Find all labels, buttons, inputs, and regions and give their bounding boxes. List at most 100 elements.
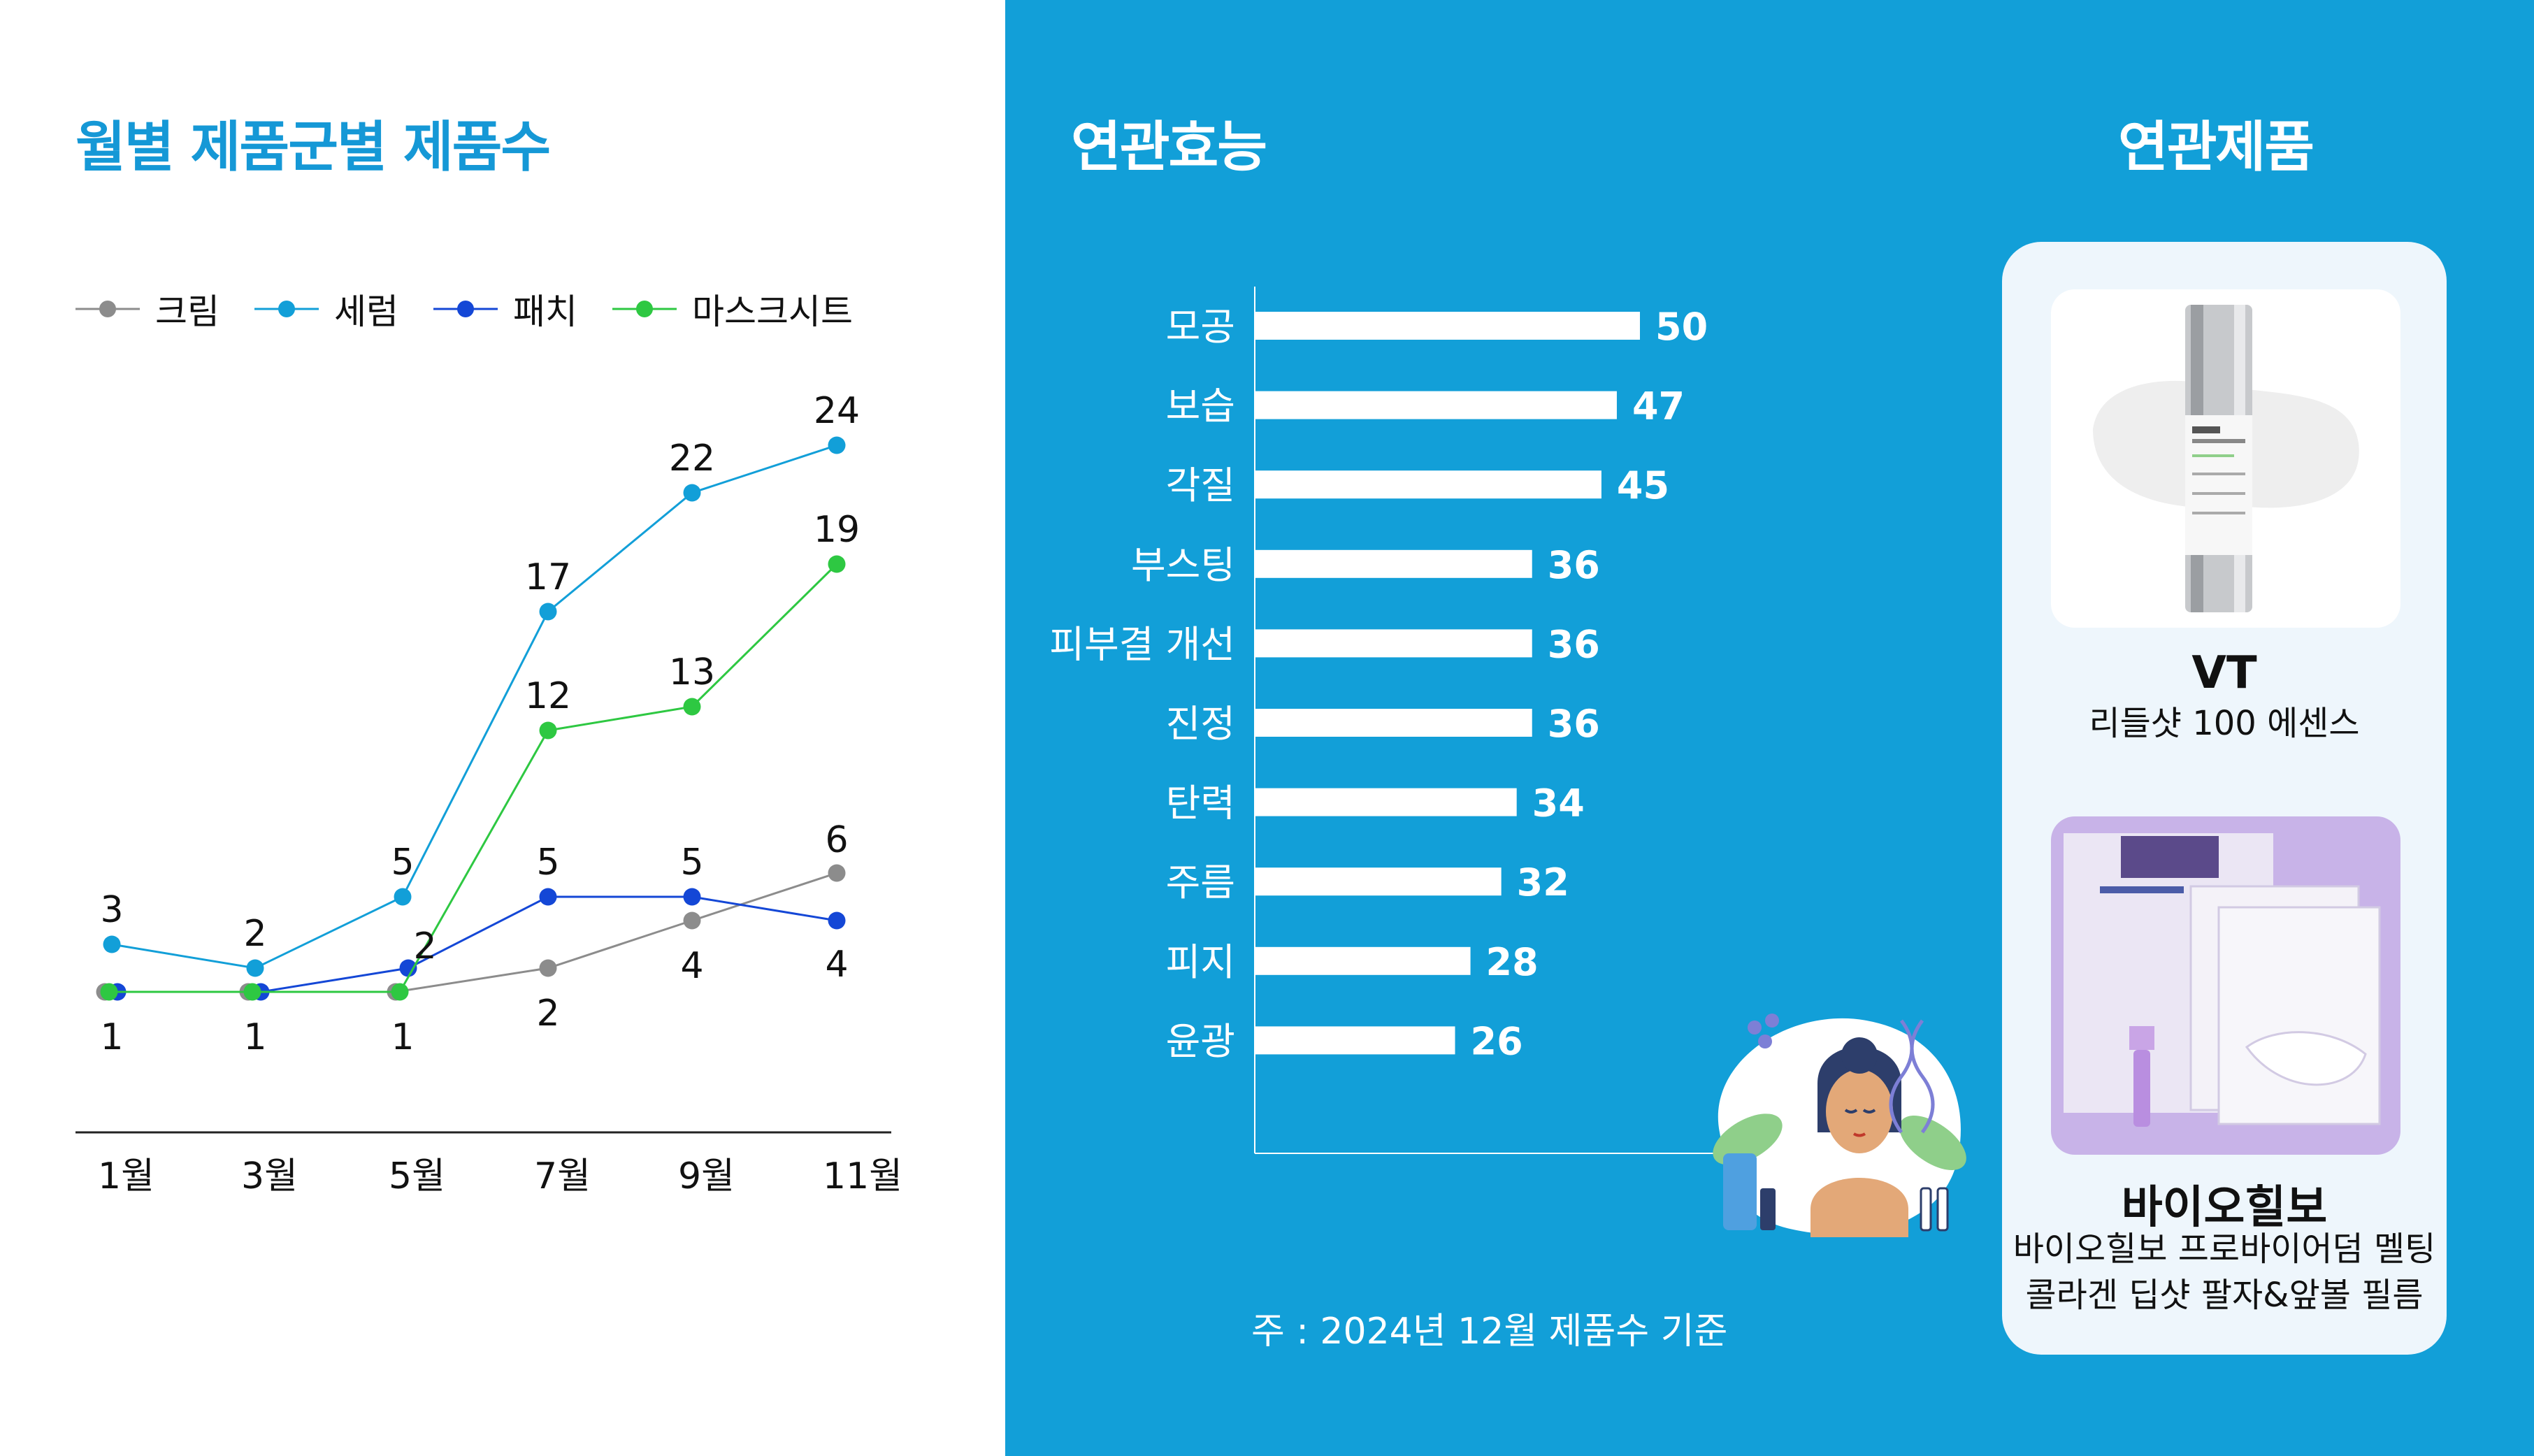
- effect-category-label: 보습: [1166, 384, 1235, 428]
- effect-category-label: 주름: [1166, 860, 1235, 904]
- data-label: 17: [525, 556, 571, 598]
- data-label: 3: [100, 889, 123, 931]
- data-label: 4: [680, 945, 703, 987]
- serum-bottle-image: [2051, 289, 2400, 628]
- data-label: 1: [100, 1016, 123, 1058]
- product-1-name: 리들샷 100 에센스: [2089, 704, 2360, 743]
- data-point: [683, 698, 701, 716]
- line-chart-title: 월별 제품군별 제품수: [75, 116, 551, 179]
- effect-value-label: 45: [1617, 463, 1669, 507]
- data-point: [246, 959, 264, 977]
- effect-category-label: 모공: [1166, 305, 1235, 349]
- effect-value-label: 36: [1548, 702, 1600, 746]
- effect-bar: [1255, 391, 1617, 419]
- series-line: [109, 563, 838, 993]
- data-point: [683, 484, 701, 502]
- legend-label: 크림: [155, 291, 219, 332]
- data-label: 19: [814, 509, 860, 551]
- x-tick-label: 7월: [534, 1155, 591, 1197]
- effect-category-label: 부스팅: [1131, 543, 1235, 587]
- effect-category-label: 탄력: [1166, 781, 1235, 826]
- related-products-card: VT 리들샷 100 에센스 바이오힐보 바이오힐보 프로바이어덤 멜팅 콜라겐…: [2002, 242, 2447, 1355]
- product-2-brand: 바이오힐보: [2121, 1182, 2328, 1234]
- data-label: 1: [391, 1016, 414, 1058]
- effect-value-label: 47: [1632, 384, 1685, 428]
- effects-title: 연관효능: [1071, 116, 1267, 179]
- data-point: [539, 603, 557, 621]
- effect-bar: [1255, 312, 1640, 340]
- skincare-woman-illustration: [1713, 1014, 1966, 1237]
- x-tick-label: 3월: [241, 1155, 298, 1197]
- line-chart-legend: 크림 세럼 패치 마스크시트: [75, 288, 888, 332]
- x-tick-label: 1월: [98, 1155, 154, 1197]
- data-label: 5: [536, 842, 559, 884]
- x-tick-label: 5월: [389, 1155, 445, 1197]
- legend-label: 마스크시트: [692, 291, 853, 332]
- effect-bar: [1255, 470, 1601, 499]
- product-2-name-line2: 콜라겐 딥샷 팔자&앞볼 필름: [2025, 1276, 2424, 1315]
- effect-category-label: 윤광: [1166, 1019, 1235, 1063]
- data-point: [539, 888, 557, 906]
- left-panel: 월별 제품군별 제품수 크림 세럼 패치 마스크시트 1월 3월 5월 7월 9월 11월 3 1 2…: [0, 0, 1005, 1456]
- x-tick-label: 11월: [823, 1155, 902, 1197]
- effect-value-label: 36: [1548, 543, 1600, 587]
- effect-bar: [1255, 946, 1471, 975]
- legend-swatch: [254, 301, 319, 317]
- data-label: 5: [680, 842, 703, 884]
- data-point: [828, 864, 846, 882]
- data-point: [828, 911, 846, 930]
- data-label: 12: [525, 675, 571, 717]
- data-label: 1: [243, 1016, 266, 1058]
- products-title: 연관제품: [2118, 116, 2315, 179]
- effect-value-label: 26: [1471, 1019, 1523, 1063]
- data-point: [100, 983, 118, 1001]
- data-label: 2: [243, 913, 266, 955]
- effect-value-label: 32: [1517, 860, 1569, 904]
- x-tick-label: 9월: [678, 1155, 735, 1197]
- product-2-name-line1: 바이오힐보 프로바이어덤 멜팅: [2013, 1230, 2436, 1269]
- data-point: [828, 436, 846, 454]
- data-label: 22: [669, 438, 715, 480]
- legend-item-0: 크림: [75, 284, 219, 334]
- effect-bar: [1255, 629, 1532, 658]
- effect-bar: [1255, 867, 1502, 896]
- data-label: 6: [825, 819, 848, 861]
- data-label: 13: [669, 651, 715, 693]
- data-point: [243, 983, 261, 1001]
- series-line: [111, 444, 837, 970]
- mask-pack-image: [2051, 816, 2400, 1155]
- effect-value-label: 34: [1532, 781, 1585, 826]
- effect-category-label: 피지: [1166, 940, 1235, 984]
- legend-item-2: 패치: [433, 284, 577, 334]
- data-label: 2: [536, 993, 559, 1035]
- legend-swatch: [75, 301, 140, 317]
- legend-swatch: [433, 301, 498, 317]
- data-label: 24: [814, 390, 860, 432]
- legend-swatch: [612, 301, 677, 317]
- footnote: 주 : 2024년 12월 제품수 기준: [1251, 1311, 1728, 1353]
- effect-bar: [1255, 549, 1532, 578]
- effect-bar: [1255, 1026, 1455, 1055]
- data-point: [103, 935, 121, 953]
- product-1-brand: VT: [2191, 647, 2257, 699]
- effect-category-label: 진정: [1166, 702, 1235, 746]
- data-point: [828, 555, 846, 573]
- effect-value-label: 36: [1548, 622, 1600, 666]
- data-point: [539, 959, 557, 977]
- data-point: [539, 721, 557, 740]
- data-point: [399, 959, 417, 977]
- effect-bar: [1255, 788, 1517, 816]
- data-label: 4: [825, 944, 848, 986]
- effect-bar: [1255, 709, 1532, 737]
- effect-category-label: 피부결 개선: [1049, 622, 1235, 666]
- effect-value-label: 50: [1655, 305, 1708, 349]
- data-point: [391, 983, 409, 1001]
- data-point: [683, 888, 701, 906]
- data-point: [394, 888, 412, 906]
- data-label: 5: [391, 842, 414, 884]
- effect-value-label: 28: [1486, 940, 1539, 984]
- data-label: 2: [413, 925, 436, 967]
- legend-item-1: 세럼: [254, 284, 398, 334]
- legend-item-3: 마스크시트: [612, 284, 853, 334]
